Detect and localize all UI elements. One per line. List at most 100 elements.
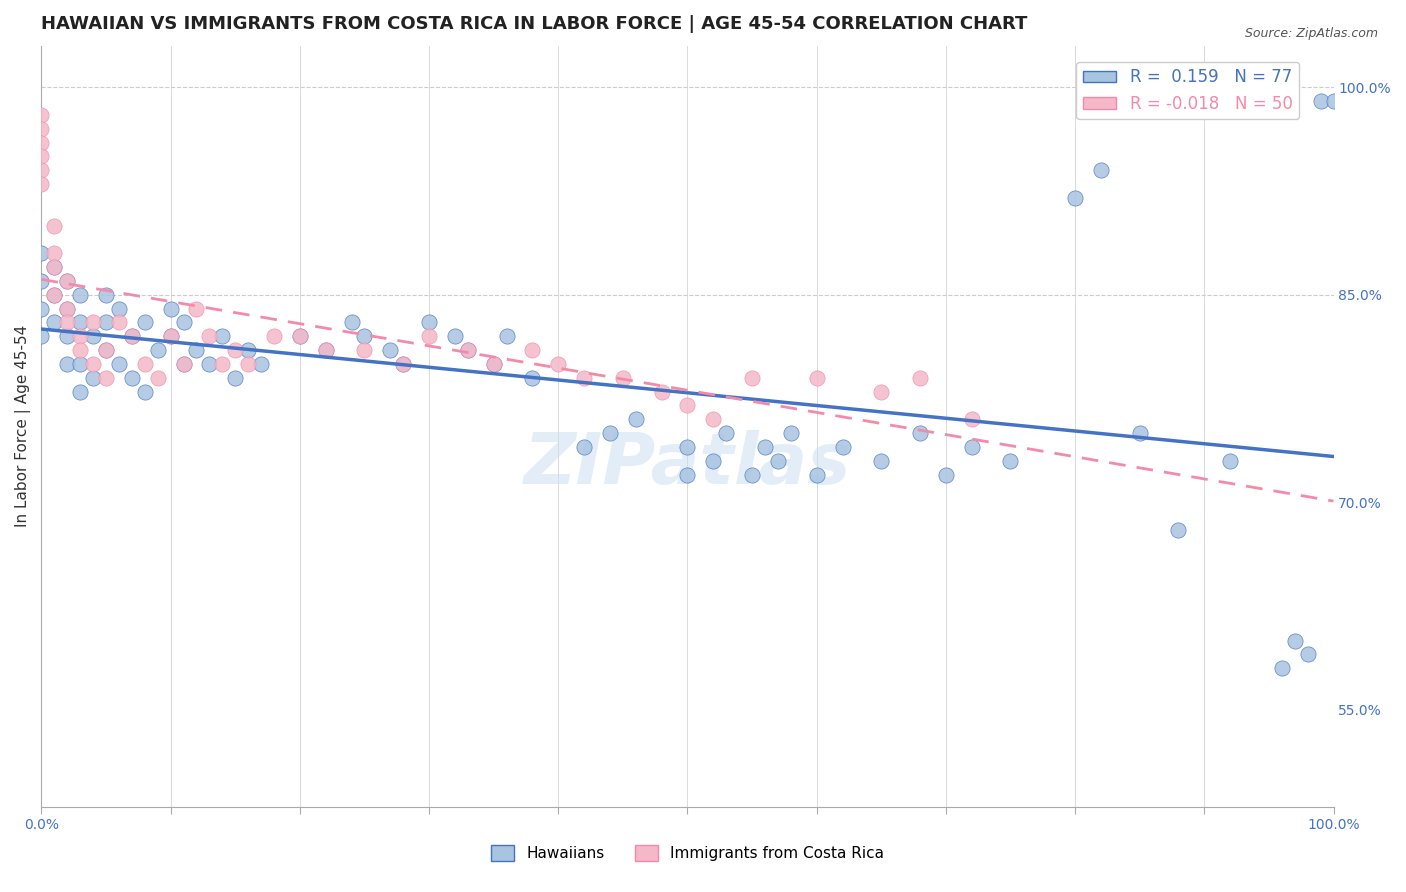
Point (612, 370, 634, 384)
Point (69, 329, 91, 343)
Point (30, 301, 52, 316)
Point (146, 343, 169, 357)
Point (1090, 163, 1112, 178)
Point (572, 370, 595, 384)
Point (30, 149, 52, 163)
Point (82, 370, 104, 384)
Point (870, 384, 893, 399)
Point (121, 329, 143, 343)
Point (702, 454, 724, 468)
Point (754, 440, 776, 454)
Point (457, 343, 479, 357)
Point (159, 329, 181, 343)
Point (30, 163, 52, 178)
Point (108, 357, 131, 371)
Point (69, 357, 91, 371)
Point (418, 315, 440, 329)
Point (224, 370, 246, 384)
Point (30, 246, 52, 260)
Point (482, 357, 505, 371)
Point (94, 287, 117, 301)
Point (1000, 454, 1022, 468)
Point (82, 315, 104, 329)
Point (908, 370, 931, 384)
Point (121, 370, 143, 384)
Point (741, 467, 763, 482)
Point (56, 329, 79, 343)
Point (56, 301, 79, 316)
Point (94, 370, 117, 384)
Point (198, 329, 221, 343)
Point (56, 274, 79, 288)
Point (134, 384, 156, 399)
Point (30, 121, 52, 136)
Point (392, 357, 415, 371)
Point (353, 343, 375, 357)
Point (624, 412, 647, 426)
Point (159, 301, 181, 316)
Point (522, 370, 544, 384)
Point (392, 357, 415, 371)
Point (1129, 425, 1152, 440)
Point (418, 329, 440, 343)
Point (224, 343, 246, 357)
Point (134, 315, 156, 329)
Point (457, 343, 479, 357)
Text: Source: ZipAtlas.com: Source: ZipAtlas.com (1244, 27, 1378, 40)
Point (186, 343, 208, 357)
Point (1284, 633, 1306, 648)
Point (30, 136, 52, 150)
Point (702, 412, 724, 426)
Point (173, 357, 195, 371)
Point (56, 301, 79, 316)
Point (30, 274, 52, 288)
Point (779, 425, 801, 440)
Point (82, 357, 104, 371)
Legend: R =  0.159   N = 77, R = -0.018   N = 50: R = 0.159 N = 77, R = -0.018 N = 50 (1077, 62, 1299, 120)
Point (44, 246, 66, 260)
Point (30, 329, 52, 343)
Point (806, 370, 828, 384)
Point (44, 287, 66, 301)
Point (806, 467, 828, 482)
Point (250, 357, 273, 371)
Point (766, 454, 789, 468)
Point (44, 315, 66, 329)
Point (676, 398, 699, 412)
Point (572, 440, 595, 454)
Point (69, 315, 91, 329)
Point (94, 343, 117, 357)
Point (960, 412, 983, 426)
Point (353, 329, 375, 343)
Point (340, 315, 363, 329)
Point (56, 315, 79, 329)
Point (94, 343, 117, 357)
Point (522, 343, 544, 357)
Point (69, 343, 91, 357)
Point (198, 357, 221, 371)
Point (716, 425, 738, 440)
Point (315, 343, 337, 357)
Point (69, 384, 91, 399)
Point (159, 329, 181, 343)
Point (108, 301, 131, 316)
Point (44, 219, 66, 233)
Point (30, 108, 52, 122)
Point (1064, 191, 1087, 205)
Point (599, 425, 621, 440)
Point (444, 329, 467, 343)
Point (121, 329, 143, 343)
Point (935, 467, 957, 482)
Point (134, 357, 156, 371)
Point (676, 440, 699, 454)
Point (288, 329, 311, 343)
Point (211, 329, 233, 343)
Text: HAWAIIAN VS IMMIGRANTS FROM COSTA RICA IN LABOR FORCE | AGE 45-54 CORRELATION CH: HAWAIIAN VS IMMIGRANTS FROM COSTA RICA I… (41, 15, 1028, 33)
Point (44, 260, 66, 274)
Point (870, 454, 893, 468)
Point (831, 440, 853, 454)
Point (146, 370, 169, 384)
Point (236, 357, 259, 371)
Point (380, 343, 402, 357)
Point (1296, 648, 1319, 662)
